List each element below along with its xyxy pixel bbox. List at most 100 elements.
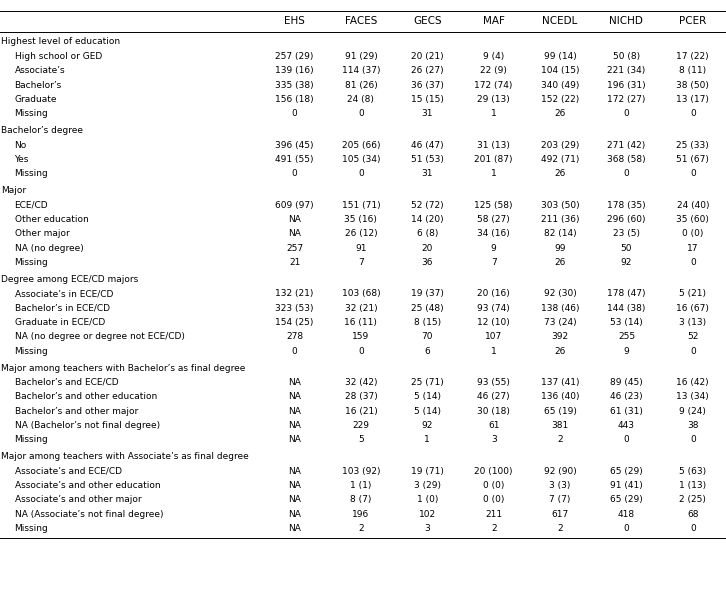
- Text: 1: 1: [491, 109, 497, 118]
- Text: 8 (7): 8 (7): [350, 495, 372, 504]
- Text: 24 (40): 24 (40): [677, 201, 709, 209]
- Text: Highest level of education: Highest level of education: [1, 37, 121, 46]
- Text: 151 (71): 151 (71): [342, 201, 380, 209]
- Text: 1: 1: [491, 169, 497, 178]
- Text: 22 (9): 22 (9): [480, 66, 507, 75]
- Text: Missing: Missing: [15, 524, 48, 533]
- Text: EHS: EHS: [284, 16, 305, 26]
- Text: 68: 68: [687, 510, 698, 519]
- Text: 5: 5: [358, 435, 364, 444]
- Text: Missing: Missing: [15, 435, 48, 444]
- Text: 19 (71): 19 (71): [411, 467, 444, 476]
- Text: 3: 3: [491, 435, 497, 444]
- Text: 35 (60): 35 (60): [677, 215, 709, 224]
- Text: NA: NA: [288, 406, 301, 415]
- Text: 46 (27): 46 (27): [478, 393, 510, 401]
- Text: 52 (72): 52 (72): [411, 201, 444, 209]
- Text: 0: 0: [690, 435, 696, 444]
- Text: 296 (60): 296 (60): [607, 215, 645, 224]
- Text: 0 (0): 0 (0): [682, 229, 703, 238]
- Text: 19 (37): 19 (37): [411, 289, 444, 298]
- Text: 26 (27): 26 (27): [411, 66, 444, 75]
- Text: 102: 102: [419, 510, 436, 519]
- Text: 2 (25): 2 (25): [680, 495, 706, 504]
- Text: 8 (11): 8 (11): [680, 66, 706, 75]
- Text: 31: 31: [422, 169, 433, 178]
- Text: 229: 229: [352, 421, 370, 430]
- Text: 104 (15): 104 (15): [541, 66, 579, 75]
- Text: 82 (14): 82 (14): [544, 229, 576, 238]
- Text: 103 (92): 103 (92): [342, 467, 380, 476]
- Text: PCER: PCER: [680, 16, 706, 26]
- Text: 2: 2: [558, 435, 563, 444]
- Text: 92: 92: [422, 421, 433, 430]
- Text: Associate’s and other major: Associate’s and other major: [15, 495, 141, 504]
- Text: 368 (58): 368 (58): [607, 155, 645, 164]
- Text: Missing: Missing: [15, 169, 48, 178]
- Text: 91 (41): 91 (41): [610, 481, 643, 490]
- Text: 0: 0: [690, 347, 696, 356]
- Text: 609 (97): 609 (97): [275, 201, 314, 209]
- Text: 205 (66): 205 (66): [342, 140, 380, 150]
- Text: 0 (0): 0 (0): [483, 481, 505, 490]
- Text: 61 (31): 61 (31): [610, 406, 643, 415]
- Text: Missing: Missing: [15, 258, 48, 267]
- Text: ECE/CD: ECE/CD: [15, 201, 48, 209]
- Text: NA: NA: [288, 435, 301, 444]
- Text: NA: NA: [288, 378, 301, 387]
- Text: 36: 36: [422, 258, 433, 267]
- Text: 6 (8): 6 (8): [417, 229, 438, 238]
- Text: 0: 0: [690, 109, 696, 118]
- Text: Bachelor’s: Bachelor’s: [15, 81, 62, 90]
- Text: 381: 381: [552, 421, 568, 430]
- Text: NA (Associate’s not final degree): NA (Associate’s not final degree): [15, 510, 163, 519]
- Text: MAF: MAF: [483, 16, 505, 26]
- Text: 196 (31): 196 (31): [607, 81, 645, 90]
- Text: 65 (19): 65 (19): [544, 406, 576, 415]
- Text: 8 (15): 8 (15): [414, 318, 441, 327]
- Text: 61: 61: [488, 421, 499, 430]
- Text: 172 (27): 172 (27): [607, 95, 645, 104]
- Text: 3: 3: [425, 524, 431, 533]
- Text: 12 (10): 12 (10): [477, 318, 510, 327]
- Text: Major: Major: [1, 186, 27, 195]
- Text: 7: 7: [358, 258, 364, 267]
- Text: 31 (13): 31 (13): [477, 140, 510, 150]
- Text: 52: 52: [687, 332, 698, 341]
- Text: 36 (37): 36 (37): [411, 81, 444, 90]
- Text: 20: 20: [422, 244, 433, 253]
- Text: Graduate: Graduate: [15, 95, 57, 104]
- Text: 32 (21): 32 (21): [345, 303, 378, 312]
- Text: 257 (29): 257 (29): [275, 52, 314, 61]
- Text: 201 (87): 201 (87): [474, 155, 513, 164]
- Text: Bachelor’s and ECE/CD: Bachelor’s and ECE/CD: [15, 378, 118, 387]
- Text: 491 (55): 491 (55): [275, 155, 314, 164]
- Text: Associate’s: Associate’s: [15, 66, 65, 75]
- Text: 38 (50): 38 (50): [677, 81, 709, 90]
- Text: 396 (45): 396 (45): [275, 140, 314, 150]
- Text: 26: 26: [555, 109, 566, 118]
- Text: 138 (46): 138 (46): [541, 303, 579, 312]
- Text: 91: 91: [355, 244, 367, 253]
- Text: 46 (47): 46 (47): [411, 140, 444, 150]
- Text: Associate’s and ECE/CD: Associate’s and ECE/CD: [15, 467, 121, 476]
- Text: NA (Bachelor’s not final degree): NA (Bachelor’s not final degree): [15, 421, 160, 430]
- Text: 38: 38: [687, 421, 698, 430]
- Text: 392: 392: [552, 332, 568, 341]
- Text: 137 (41): 137 (41): [541, 378, 579, 387]
- Text: High school or GED: High school or GED: [15, 52, 102, 61]
- Text: 278: 278: [286, 332, 303, 341]
- Text: 34 (16): 34 (16): [477, 229, 510, 238]
- Text: 13 (34): 13 (34): [677, 393, 709, 401]
- Text: 13 (17): 13 (17): [677, 95, 709, 104]
- Text: 0: 0: [292, 109, 298, 118]
- Text: 50: 50: [621, 244, 632, 253]
- Text: 2: 2: [358, 524, 364, 533]
- Text: 65 (29): 65 (29): [610, 495, 643, 504]
- Text: 1 (13): 1 (13): [680, 481, 706, 490]
- Text: 73 (24): 73 (24): [544, 318, 576, 327]
- Text: 114 (37): 114 (37): [342, 66, 380, 75]
- Text: 172 (74): 172 (74): [475, 81, 513, 90]
- Text: Bachelor’s in ECE/CD: Bachelor’s in ECE/CD: [15, 303, 110, 312]
- Text: Other major: Other major: [15, 229, 69, 238]
